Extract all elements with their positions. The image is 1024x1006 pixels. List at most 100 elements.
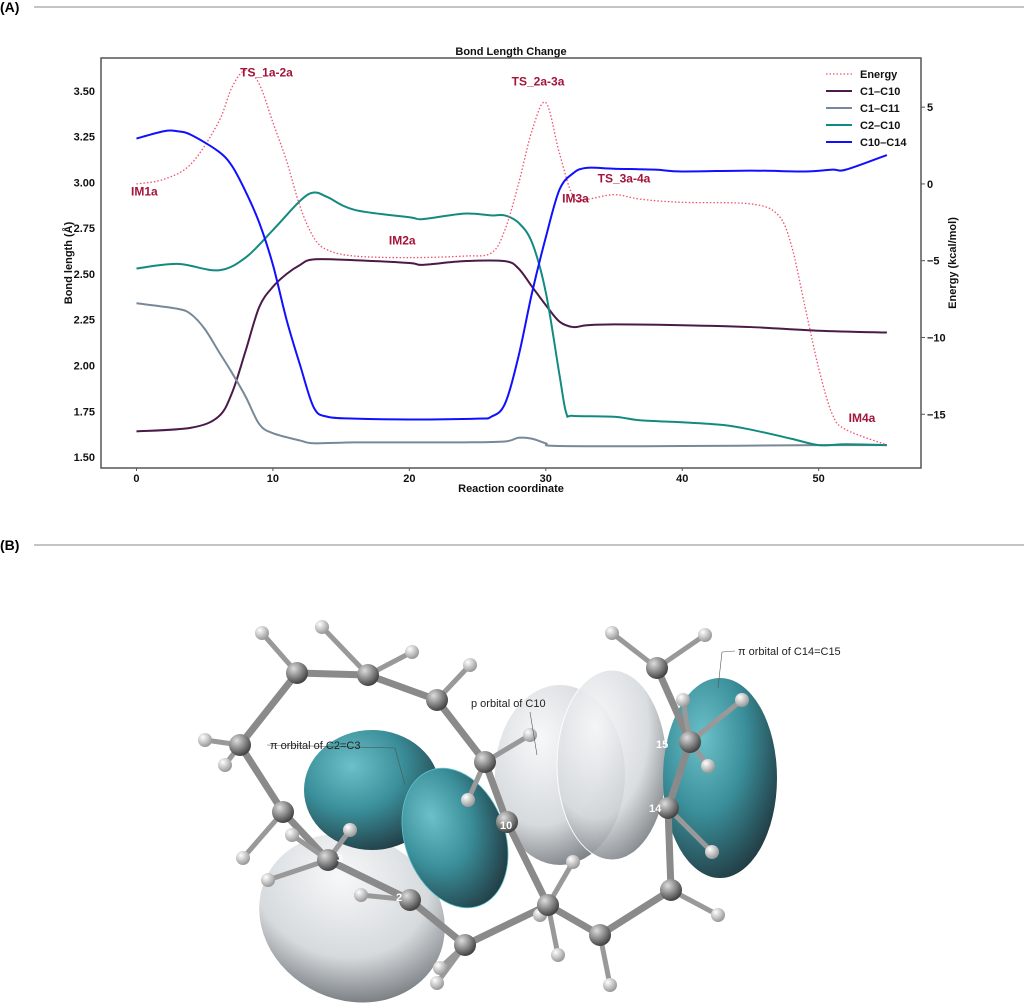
leader-line [394, 747, 406, 786]
molecule-orbital-render: π orbital of C2=C3 p orbital of C10 π or… [198, 620, 841, 1003]
hydrogen-atom [701, 759, 715, 773]
series-line-c10-c14 [136, 129, 888, 421]
y-axis-label: Bond length (Å) [62, 221, 75, 304]
orbital-lobe-negative [556, 669, 668, 861]
leader-line [266, 744, 396, 749]
bond-c-c [324, 856, 414, 904]
orbital-lobe-negative [259, 833, 445, 1003]
hydrogen-atom [354, 888, 368, 902]
y-tick-label: 2.75 [74, 223, 95, 235]
y-tick-label: 3.00 [74, 177, 95, 189]
bond-c-c [236, 741, 287, 816]
carbon-atom [454, 934, 476, 956]
hydrogen-atom [463, 658, 477, 672]
x-tick-label: 30 [540, 473, 552, 485]
y2-axis-label: Energy (kcal/mol) [947, 217, 959, 309]
annotation-label: IM1a [131, 184, 158, 198]
annotation-label: IM2a [389, 234, 416, 248]
hydrogen-atom [461, 793, 475, 807]
carbon-atom [272, 801, 294, 823]
leader-line [529, 711, 538, 756]
bond-c-c [406, 896, 469, 949]
bond-c-c [236, 669, 301, 749]
y-tick-label: 3.50 [74, 86, 95, 98]
bond-c-c [664, 804, 675, 894]
chart-title: Bond Length Change [455, 46, 566, 58]
carbon-atom [660, 879, 682, 901]
carbon-atom [537, 894, 559, 916]
carbon-atom [357, 664, 379, 686]
legend-label: C1–C11 [860, 103, 900, 115]
annotation-label: TS_1a-2a [240, 65, 293, 79]
hydrogen-atom [343, 823, 357, 837]
hydrogen-atom [711, 908, 725, 922]
hydrogen-atom [523, 728, 537, 742]
hydrogen-atom [603, 978, 617, 992]
carbon-atom [474, 751, 496, 773]
y-tick-label: 2.50 [74, 269, 95, 281]
hydrogen-atom [315, 620, 329, 634]
hydrogen-atom [705, 845, 719, 859]
label-p-orbital-c10: p orbital of C10 [471, 698, 546, 710]
hydrogen-atom [405, 645, 419, 659]
y-tick-label: 1.75 [74, 406, 95, 418]
series-line-c1-c11 [136, 302, 887, 448]
panel-b-label: (B) [0, 537, 19, 553]
bond-c-c [364, 671, 441, 704]
legend-label: C2–C10 [860, 120, 900, 132]
hydrogen-atom [255, 626, 269, 640]
hydrogen-atom [218, 758, 232, 772]
y2-tick-label: 5 [927, 102, 933, 114]
bond-c-c [596, 886, 675, 939]
hydrogen-atom [698, 628, 712, 642]
hydrogen-atom [735, 693, 749, 707]
carbon-atom [589, 924, 611, 946]
legend: Energy C1–C10 C1–C11 C2–C10 C10–C14 [826, 69, 907, 149]
x-tick-label: 50 [813, 473, 825, 485]
annotation-label: TS_3a-4a [598, 171, 651, 185]
carbon-atom [496, 811, 518, 833]
hydrogen-atom [430, 976, 444, 990]
bond-c-c [293, 669, 372, 679]
hydrogen-atom [198, 733, 212, 747]
carbon-atom [286, 662, 308, 684]
bond-c-h [320, 625, 370, 677]
series-lines [136, 69, 888, 448]
series-line-c2-c10 [136, 191, 887, 447]
x-tick-label: 0 [133, 473, 139, 485]
x-axis-label: Reaction coordinate [458, 483, 564, 495]
hydrogen-atom [285, 828, 299, 842]
y2-tick-label: −10 [927, 332, 946, 344]
label-pi-orbital-c2-c3: π orbital of C2=C3 [270, 740, 360, 752]
series-line-energy [136, 69, 888, 446]
y-axis-right: 5 0 −5 −10 −15 [921, 102, 946, 421]
annotation-label: IM3a [562, 192, 589, 206]
atom-number-14: 14 [649, 803, 662, 815]
label-pi-orbital-c14-c15: π orbital of C14=C15 [738, 646, 841, 658]
bond-c-h [688, 698, 744, 744]
carbon-atom [317, 849, 339, 871]
hydrogen-atom [676, 693, 690, 707]
y2-tick-label: −15 [927, 409, 946, 421]
panel-a-label: (A) [0, 0, 19, 15]
plot-frame [100, 57, 922, 469]
y-tick-label: 3.25 [74, 132, 95, 144]
atoms [198, 620, 749, 992]
bond-c-c [664, 738, 694, 812]
y2-tick-label: 0 [927, 179, 933, 191]
carbon-atom [679, 731, 701, 753]
bond-c-c [433, 696, 489, 766]
leader-line [717, 651, 723, 689]
atom-number-10: 10 [500, 820, 512, 832]
bond-c-c [503, 818, 552, 909]
carbon-atom [657, 797, 679, 819]
legend-label: C1–C10 [860, 86, 900, 98]
annotations: TS_1a-2a IM1a IM2a TS_2a-3a IM3a TS_3a-4a IM4a [131, 65, 876, 425]
y-tick-label: 2.25 [74, 315, 95, 327]
x-tick-label: 40 [676, 473, 688, 485]
bond-length-chart: Bond Length Change 0 10 20 30 40 50 1.501.752… [62, 46, 959, 495]
series-line-c1-c10 [136, 258, 887, 433]
hydrogen-atom [236, 851, 250, 865]
carbon-atom [426, 689, 448, 711]
